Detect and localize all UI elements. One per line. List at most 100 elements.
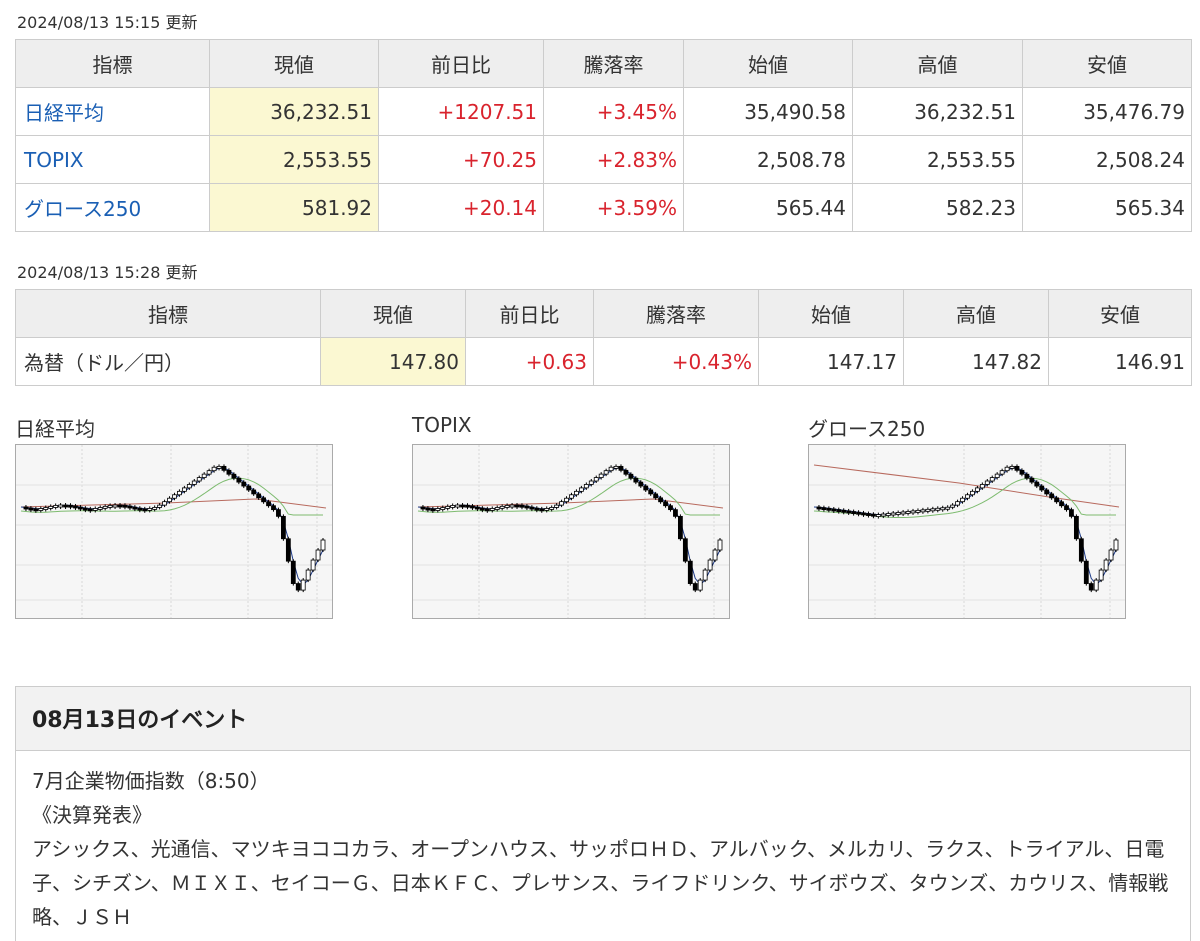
chart-topix[interactable] (412, 444, 730, 619)
candle (479, 507, 485, 511)
candle (856, 511, 861, 515)
candle (445, 506, 451, 509)
candle (900, 511, 906, 515)
moving-average-mid (417, 477, 720, 516)
candle (613, 465, 619, 469)
candle (211, 466, 217, 472)
candle (82, 507, 88, 511)
candle (122, 504, 128, 508)
chart-title-nikkei: 日経平均 (15, 417, 95, 441)
rate-value: +3.59% (543, 183, 684, 232)
low-value: 146.91 (1048, 337, 1192, 386)
change-value: +1207.51 (378, 87, 544, 136)
col-header-low: 安値 (1022, 39, 1192, 88)
candle (162, 501, 167, 506)
index-link-growth250[interactable]: グロース250 (24, 197, 142, 221)
candle (1113, 539, 1119, 551)
candle (1059, 501, 1064, 507)
candle (1039, 485, 1045, 491)
candle (1064, 505, 1069, 511)
candle (965, 494, 970, 499)
candle (682, 538, 688, 562)
candle (231, 473, 237, 479)
candle (717, 539, 723, 551)
candle (643, 485, 649, 491)
candle (895, 512, 901, 515)
candle (984, 480, 990, 485)
table-header-row: 指標 現値 前日比 騰落率 始値 高値 安値 (15, 39, 1192, 88)
candle (836, 509, 842, 513)
candle (152, 507, 158, 510)
col-header-rate: 騰落率 (593, 289, 759, 338)
events-title: 08月13日のイベント (16, 687, 1190, 751)
candle (588, 480, 594, 485)
candle (910, 510, 916, 514)
candle (955, 501, 960, 506)
candle (300, 579, 306, 591)
chart-growth250[interactable] (808, 444, 1126, 619)
candle (905, 511, 911, 514)
table-row: 日経平均 36,232.51 +1207.51 +3.45% 35,490.58… (15, 87, 1192, 136)
candle (831, 508, 837, 512)
candle (157, 504, 163, 508)
candle (1014, 465, 1020, 471)
candle (494, 507, 500, 510)
index-link-topix[interactable]: TOPIX (24, 147, 84, 172)
candle (137, 507, 143, 511)
candle (241, 481, 247, 487)
candle (206, 470, 212, 475)
candle (875, 514, 881, 517)
candle (970, 490, 975, 496)
candle (1103, 559, 1109, 571)
candle (979, 484, 985, 489)
candlestick-chart-growth250 (809, 445, 1125, 618)
candle (33, 508, 39, 512)
candle (628, 473, 634, 479)
candle (68, 504, 73, 508)
candle (499, 505, 505, 509)
rate-value: +3.45% (543, 87, 684, 136)
candle (280, 515, 286, 540)
candle (608, 466, 614, 472)
candle (974, 487, 980, 492)
candle (132, 506, 138, 510)
change-value: +70.25 (378, 135, 544, 184)
candle (851, 511, 857, 514)
candle (534, 507, 540, 511)
chart-nikkei[interactable] (15, 444, 333, 619)
earnings-company-list: アシックス、光通信、マツキヨココカラ、オープンハウス、サッポロＨＤ、アルバック、… (32, 837, 1169, 929)
candle (880, 513, 886, 517)
candle (315, 549, 321, 561)
candle (554, 504, 560, 508)
candle (1073, 515, 1079, 540)
col-header-open: 始値 (683, 39, 853, 88)
candle (246, 485, 252, 491)
col-header-high: 高値 (903, 289, 1049, 338)
candle (489, 508, 495, 511)
candle (826, 507, 832, 511)
candle (841, 509, 847, 513)
candle (48, 506, 54, 509)
fx-table: 指標 現値 前日比 騰落率 始値 高値 安値 為替（ドル／円） 147.80 +… (15, 289, 1192, 386)
candle (221, 465, 227, 471)
candle (915, 509, 921, 513)
candle (455, 504, 461, 508)
candle (549, 507, 555, 510)
candle (583, 484, 589, 489)
candle (529, 506, 535, 510)
candle (92, 508, 98, 511)
index-link-nikkei[interactable]: 日経平均 (24, 101, 104, 125)
current-value: 147.80 (320, 337, 466, 386)
candle (1049, 493, 1055, 499)
candle (1108, 549, 1114, 561)
candle (256, 493, 262, 499)
candle (305, 569, 311, 581)
candle (430, 508, 436, 512)
candle (648, 489, 654, 495)
candle (574, 490, 579, 496)
candle (1019, 469, 1025, 475)
candle (97, 507, 103, 510)
open-value: 2,508.78 (683, 135, 853, 184)
candle (147, 508, 153, 511)
candle (172, 494, 177, 499)
